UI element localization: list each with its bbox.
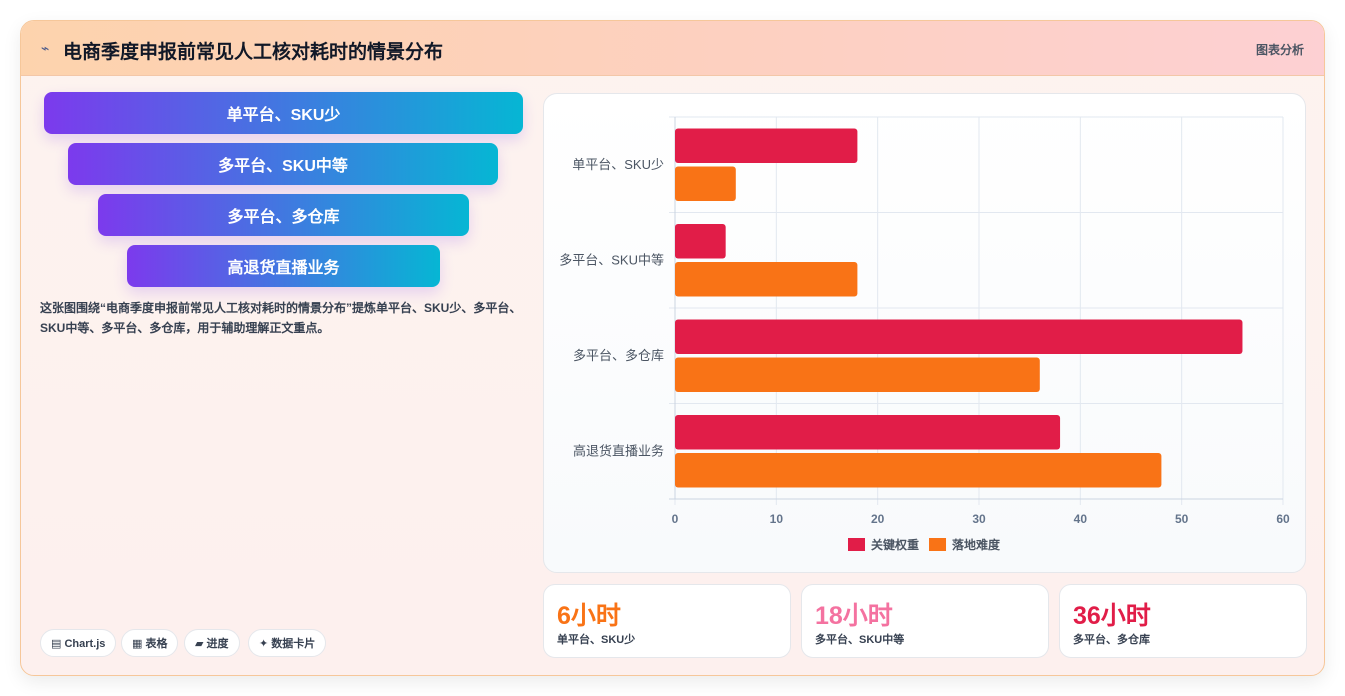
bar <box>675 166 736 201</box>
stat-label: 多平台、多仓库 <box>1073 634 1150 646</box>
chart-line-icon: ⌁ <box>41 40 50 56</box>
stat-card-2: 18小时 多平台、SKU中等 <box>801 584 1049 658</box>
y-tick-label: 高退货直播业务 <box>573 443 664 458</box>
bar <box>675 128 858 163</box>
legend-swatch <box>929 538 947 551</box>
chart-panel: 0 10 20 30 40 50 60 单平台、SKU少多平台、SKU中等多平台、多仓库 高退货… <box>543 93 1306 573</box>
x-tick-label: 40 <box>1074 512 1088 526</box>
bar <box>675 453 1162 488</box>
chip-chartjs[interactable]: ▤ Chart.js <box>40 629 117 657</box>
bar <box>675 224 726 259</box>
bar <box>675 319 1243 354</box>
chart-description: 这张图围绕“电商季度申报前常见人工核对耗时的情景分布”提炼单平台、SKU少、多平… <box>40 301 522 335</box>
stat-value: 18小时 <box>815 602 893 630</box>
x-tick-label: 0 <box>672 512 679 526</box>
x-tick-label: 10 <box>770 512 784 526</box>
chip-data-card[interactable]: ✦ 数据卡片 <box>248 629 327 657</box>
legend-swatch <box>848 538 865 551</box>
stat-value: 36小时 <box>1073 602 1151 630</box>
bar <box>675 357 1040 392</box>
legend-label: 关键权重 <box>871 537 919 552</box>
chip-progress[interactable]: ▰ 进度 <box>184 629 240 657</box>
stat-card-3: 36小时 多平台、多仓库 <box>1059 584 1307 658</box>
stat-card-1: 6小时 单平台、SKU少 <box>543 584 791 658</box>
x-tick-label: 60 <box>1276 512 1290 526</box>
card-header: ⌁ 电商季度申报前常见人工核对耗时的情景分布 图表分析 <box>21 21 1324 76</box>
funnel-step-2: 多平台、SKU中等 <box>68 143 498 185</box>
stat-value: 6小时 <box>557 602 621 630</box>
bar-chart: 0 10 20 30 40 50 60 单平台、SKU少多平台、SKU中等多平台、多仓库高退货… <box>559 116 1290 552</box>
funnel-step-4: 高退货直播业务 <box>127 245 440 287</box>
page-title: 电商季度申报前常见人工核对耗时的情景分布 <box>63 42 444 63</box>
bar <box>675 262 858 297</box>
x-tick-label: 30 <box>972 512 986 526</box>
y-tick-label: 单平台、SKU少 <box>572 157 664 172</box>
bar <box>675 415 1061 450</box>
legend-label: 落地难度 <box>952 537 1001 552</box>
stat-label: 单平台、SKU少 <box>557 634 636 646</box>
y-tick-label: 多平台、SKU中等 <box>559 252 664 267</box>
funnel-step-3: 多平台、多仓库 <box>98 194 469 236</box>
chip-table[interactable]: ▦ 表格 <box>121 629 179 657</box>
chart-analysis-tag: 图表分析 <box>1255 43 1304 57</box>
stat-label: 多平台、SKU中等 <box>815 634 905 646</box>
y-tick-label: 多平台、多仓库 <box>573 348 664 363</box>
x-tick-label: 20 <box>871 512 885 526</box>
dashboard-card: ⌁ 电商季度申报前常见人工核对耗时的情景分布 图表分析 单平台、SKU少 多平台… <box>20 20 1325 676</box>
x-tick-label: 50 <box>1175 512 1189 526</box>
funnel-step-1: 单平台、SKU少 <box>44 92 523 134</box>
